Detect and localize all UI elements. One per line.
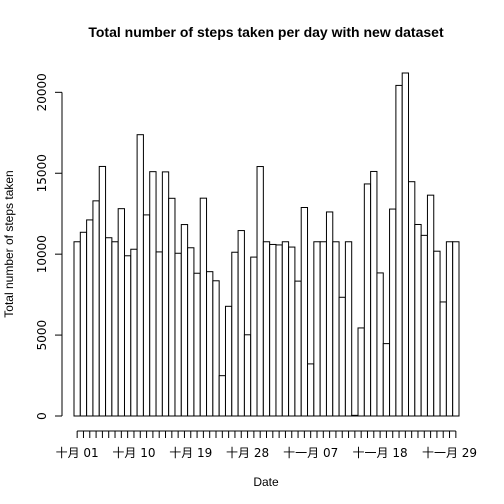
bars-group [73, 72, 460, 417]
bar [281, 241, 290, 417]
bar [142, 214, 151, 417]
bar [445, 241, 454, 417]
bar [319, 241, 327, 417]
y-tick-label: 10000 [35, 235, 49, 273]
bar [332, 241, 340, 417]
bar [376, 272, 384, 417]
bar [250, 256, 258, 417]
bar [338, 296, 346, 417]
y-axis: 0 5000 10000 15000 20000 [35, 73, 63, 420]
bar [262, 241, 271, 417]
bar [325, 211, 334, 417]
bar [199, 197, 208, 417]
bar [313, 241, 321, 417]
x-tick-label: 十月 01 [56, 446, 99, 460]
bar [344, 241, 353, 417]
bar [231, 251, 239, 417]
bar [420, 234, 428, 417]
bar [300, 207, 309, 417]
y-axis-label: Total number of steps taken [2, 170, 16, 317]
bar [130, 248, 138, 417]
bar [136, 134, 144, 417]
bar [433, 250, 441, 417]
bar [98, 165, 107, 417]
bar [105, 237, 113, 417]
bar [73, 241, 81, 417]
chart-title: Total number of steps taken per day with… [88, 24, 444, 40]
y-tick-label: 20000 [35, 73, 49, 111]
bar [357, 327, 365, 417]
bar [395, 84, 403, 417]
bar [408, 181, 416, 417]
bar [389, 208, 397, 417]
bar [86, 219, 94, 417]
bar [206, 271, 214, 417]
bar [123, 255, 132, 417]
bar [161, 171, 170, 417]
bar [111, 241, 119, 417]
bar [275, 244, 283, 417]
bar [351, 414, 359, 417]
bar [149, 171, 157, 417]
bar [269, 243, 277, 417]
bar [452, 241, 460, 417]
bar [363, 183, 372, 417]
bar [212, 280, 220, 417]
bar [307, 363, 315, 417]
x-axis-label: Date [253, 475, 279, 489]
bar [426, 194, 435, 417]
bar [117, 208, 125, 417]
bar [193, 272, 201, 417]
x-tick-label: 十月 28 [226, 446, 269, 460]
x-tick-label: 十一月 18 [353, 446, 408, 460]
bar [237, 230, 245, 417]
x-tick-label: 十月 19 [169, 446, 212, 460]
bar [168, 197, 176, 417]
bar [174, 252, 182, 417]
x-axis: 十月 01 十月 10 十月 19 十月 28 十一月 07 十一月 18 十一月 29 [56, 430, 477, 460]
bar [382, 343, 391, 417]
bar [288, 246, 296, 417]
bar [401, 72, 410, 417]
bar [256, 166, 264, 417]
y-tick-label: 5000 [35, 320, 49, 351]
bar [414, 223, 422, 417]
y-tick-label: 15000 [35, 154, 49, 192]
x-tick-label: 十月 10 [112, 446, 155, 460]
bar [218, 375, 226, 417]
bar [180, 224, 189, 417]
bar [224, 305, 233, 417]
x-tick-label: 十一月 07 [283, 446, 338, 460]
bar [187, 247, 195, 417]
bar [155, 251, 163, 417]
bar [294, 280, 302, 417]
bar [243, 334, 252, 417]
bar [439, 301, 447, 417]
bar [92, 200, 100, 417]
x-tick-label: 十一月 29 [422, 446, 477, 460]
bar [79, 231, 88, 417]
y-tick-label: 0 [35, 412, 49, 420]
bar [370, 170, 378, 417]
